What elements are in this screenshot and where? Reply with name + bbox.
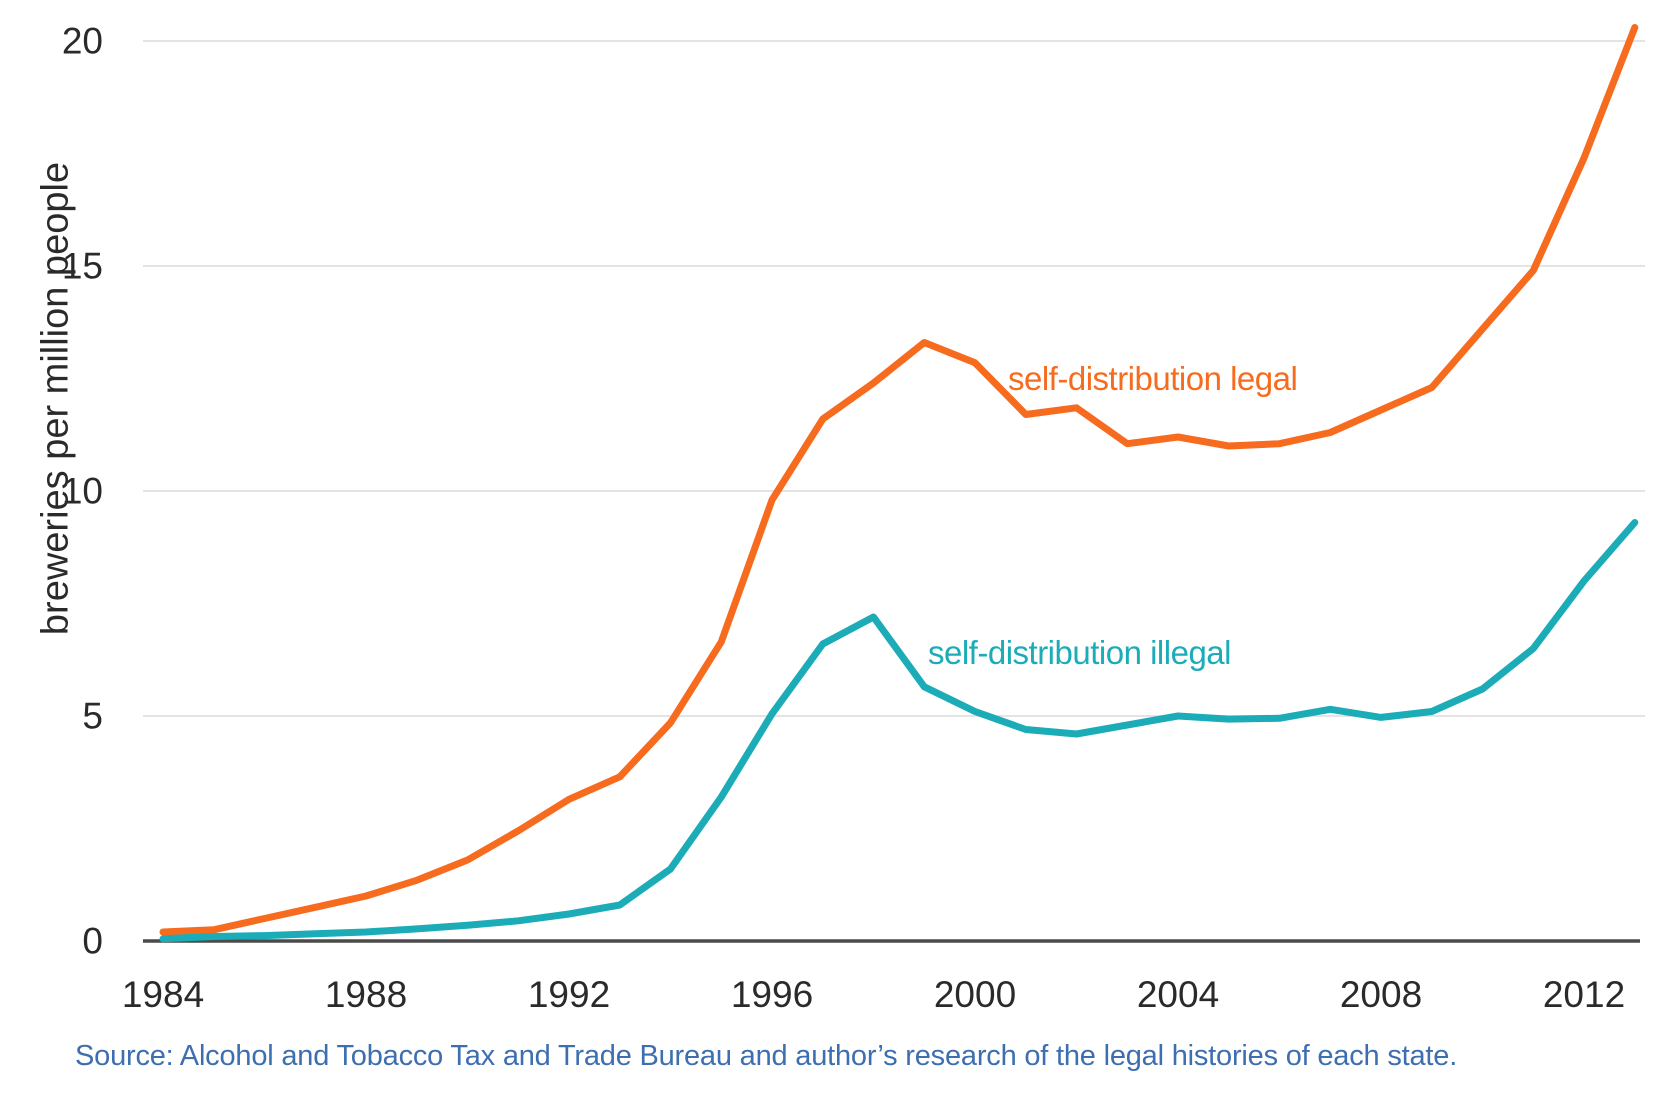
legend-label-illegal: self-distribution illegal	[928, 634, 1231, 671]
gridlines-group	[143, 40, 1645, 943]
x-tick-labels-group: 1984 1988 1992 1996 2000 2004 2008 2012	[122, 974, 1625, 1015]
legend-label-legal: self-distribution legal	[1008, 360, 1298, 397]
y-tick-labels-group: 0 5 10 15 20	[62, 21, 103, 962]
y-tick-label-5: 5	[82, 696, 103, 737]
y-axis-title: breweries per million people	[34, 161, 77, 636]
x-tick-label-2004: 2004	[1137, 974, 1219, 1015]
y-tick-label-10: 10	[62, 471, 103, 512]
series-lines-group	[159, 24, 1639, 943]
x-tick-label-1988: 1988	[325, 974, 407, 1015]
source-note: Source: Alcohol and Tobacco Tax and Trad…	[75, 1040, 1458, 1072]
x-tick-label-1984: 1984	[122, 974, 204, 1015]
x-tick-label-2000: 2000	[934, 974, 1016, 1015]
y-tick-label-15: 15	[62, 246, 103, 287]
illegal-series-line	[159, 519, 1639, 943]
x-tick-label-1992: 1992	[528, 974, 610, 1015]
legal-series-line	[159, 24, 1639, 936]
y-tick-label-20: 20	[62, 21, 103, 62]
x-tick-label-1996: 1996	[731, 974, 813, 1015]
y-tick-label-0: 0	[82, 921, 103, 962]
x-tick-label-2012: 2012	[1543, 974, 1625, 1015]
x-tick-label-2008: 2008	[1340, 974, 1422, 1015]
